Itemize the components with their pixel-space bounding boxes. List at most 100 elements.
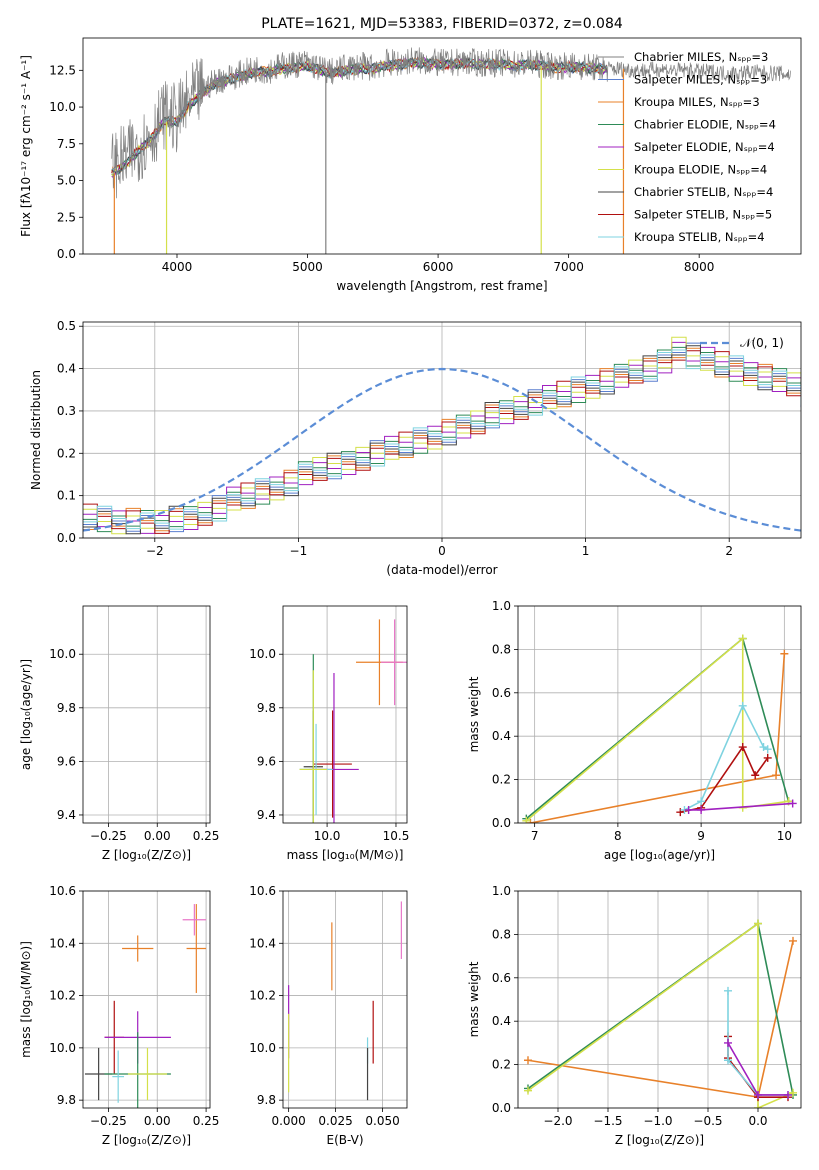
legend-label: Kroupa ELODIE, Nₛₚₚ=4 — [634, 163, 767, 177]
y-tick-label: 7.5 — [57, 137, 76, 151]
weight-marker — [763, 745, 772, 754]
axes-frame — [82, 605, 211, 824]
histogram-step-cyan — [83, 349, 801, 530]
weight-line-yellow — [525, 636, 789, 822]
observed-spectrum — [111, 47, 791, 199]
y-tick-label: 0.4 — [492, 729, 511, 743]
weight-marker — [738, 743, 747, 752]
weight-line-orange — [530, 653, 786, 823]
axes-frame — [282, 605, 408, 824]
y-tick-label: 0.4 — [492, 1014, 511, 1028]
x-tick-label: 1 — [582, 544, 590, 558]
weight-marker — [763, 753, 772, 762]
legend-label: Chabrier ELODIE, Nₛₚₚ=4 — [634, 118, 776, 132]
weight-marker — [724, 1056, 732, 1065]
x-tick-label: 7000 — [553, 260, 584, 274]
y-tick-label: 9.4 — [257, 808, 276, 822]
y-tick-label: 0.0 — [57, 247, 76, 261]
weight-marker — [759, 743, 768, 752]
weight-marker — [754, 1090, 762, 1099]
weight-marker — [524, 1056, 532, 1065]
y-tick-label: 5.0 — [57, 174, 76, 188]
y-tick-label: 10.0 — [49, 100, 76, 114]
x-axis-label: (data-model)/error — [386, 563, 497, 577]
weight-marker — [697, 797, 706, 806]
x-tick-label: 0.000 — [271, 1114, 305, 1128]
y-tick-label: 9.8 — [257, 701, 276, 715]
y-tick-label: 0.0 — [492, 816, 511, 830]
mass-vs-extinction-panel: 0.000 0.025 0.050 9.8 10.0 10.2 10.4 10.6 E(B-V) — [249, 884, 408, 1147]
y-tick-label: 10.0 — [49, 1041, 76, 1055]
weight-line-green — [525, 637, 790, 820]
weight-line-green — [527, 922, 794, 1096]
y-tick-label: 9.8 — [57, 701, 76, 715]
y-tick-label: 9.4 — [57, 808, 76, 822]
legend-label: Chabrier STELIB, Nₛₚₚ=4 — [634, 185, 773, 199]
weight-marker — [524, 1086, 532, 1095]
weight-line-orange — [527, 940, 794, 1099]
y-tick-label: 10.2 — [249, 989, 276, 1003]
y-tick-label: 0.5 — [57, 319, 76, 333]
y-tick-label: 10.4 — [49, 936, 76, 950]
legend-label: Kroupa MILES, Nₛₚₚ=3 — [634, 95, 760, 109]
x-tick-label: 4000 — [162, 260, 193, 274]
y-axis-label: Flux [fλ10⁻¹⁷ erg cm⁻² s⁻¹ A⁻¹] — [19, 55, 33, 237]
legend-label: 𝒩(0, 1) — [740, 336, 784, 350]
x-tick-label: −1 — [290, 544, 308, 558]
y-tick-label: 0.3 — [57, 404, 76, 418]
x-axis-label: age [log₁₀(age/yr)] — [604, 848, 715, 862]
x-tick-label: 0.00 — [144, 1114, 171, 1128]
x-axis-label: Z [log₁₀(Z/Z⊙)] — [615, 1133, 704, 1147]
x-axis-label: E(B-V) — [326, 1133, 363, 1147]
gaussian-curve — [83, 367, 801, 532]
axes-frame — [82, 321, 802, 539]
y-tick-label: 0.8 — [492, 927, 511, 941]
age-vs-metallicity-panel: −0.25 0.00 0.25 9.4 9.6 9.8 10.0 Z [log₁₀(Z/Z⊙)… — [19, 605, 220, 862]
x-tick-label: 0.025 — [318, 1114, 352, 1128]
x-tick-label: 0.25 — [193, 1114, 220, 1128]
y-tick-label: 0.8 — [492, 642, 511, 656]
x-tick-label: −0.5 — [693, 1114, 722, 1128]
weight-marker — [724, 1038, 732, 1047]
x-tick-label: 0.25 — [193, 829, 220, 843]
weight-marker — [772, 771, 781, 780]
x-tick-label: 6000 — [423, 260, 454, 274]
legend-label: Salpeter ELODIE, Nₛₚₚ=4 — [634, 140, 775, 154]
y-tick-label: 9.6 — [57, 754, 76, 768]
weight-marker — [522, 816, 531, 823]
weight-marker — [789, 936, 797, 945]
y-axis-label: mass weight — [467, 676, 481, 752]
x-tick-label: −0.25 — [90, 1114, 127, 1128]
x-tick-label: 10.5 — [383, 829, 410, 843]
axes-frame — [82, 890, 211, 1109]
y-tick-label: 0.6 — [492, 686, 511, 700]
weight-line-yellow — [527, 921, 794, 1108]
y-tick-label: 0.1 — [57, 489, 76, 503]
y-tick-label: 12.5 — [49, 63, 76, 77]
y-tick-label: 0.2 — [492, 1058, 511, 1072]
y-axis-label: mass weight — [467, 961, 481, 1037]
x-axis-label: Z [log₁₀(Z/Z⊙)] — [102, 848, 191, 862]
weight-marker — [754, 919, 762, 928]
weight-marker — [697, 805, 706, 814]
spectrum-title: PLATE=1621, MJD=53383, FIBERID=0372, z=0… — [261, 16, 623, 32]
y-tick-label: 1.0 — [492, 884, 511, 898]
legend-label: Salpeter MILES, Nₛₚₚ=3 — [634, 73, 767, 87]
spectrum-curves — [111, 47, 791, 254]
y-tick-label: 10.0 — [249, 647, 276, 661]
axes-frame — [82, 37, 802, 255]
weight-line-cyan — [684, 703, 769, 811]
error-bars — [299, 619, 407, 823]
mass-weight-vs-age-panel: 7 8 9 10 0.0 0.2 0.4 0.6 0.8 1.0 age [log₁₀(age/yr… — [467, 599, 802, 862]
weight-marker — [789, 1088, 797, 1097]
y-axis-label: mass [log₁₀(M/M⊙)] — [19, 941, 33, 1058]
y-tick-label: 0.2 — [492, 773, 511, 787]
weight-marker — [738, 634, 747, 643]
x-tick-label: 9 — [697, 829, 705, 843]
y-tick-label: 0.6 — [492, 971, 511, 985]
weight-marker — [788, 799, 797, 808]
weight-lines — [522, 634, 797, 823]
x-tick-label: 10 — [777, 829, 792, 843]
y-tick-label: 0.2 — [57, 446, 76, 460]
weight-marker — [784, 1090, 792, 1099]
